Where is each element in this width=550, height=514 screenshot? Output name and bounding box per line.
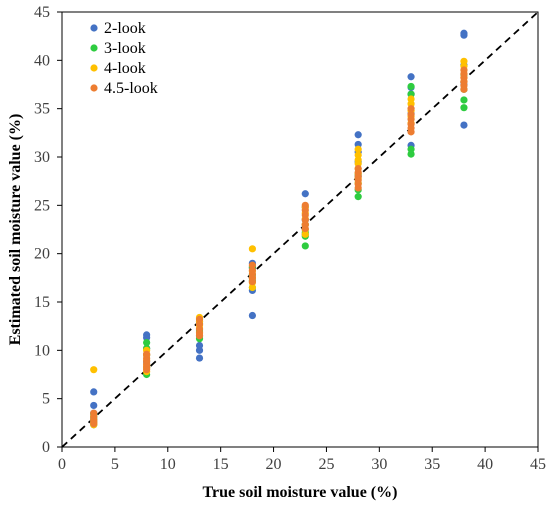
point-2-look bbox=[195, 354, 204, 362]
point-2-look bbox=[195, 346, 204, 354]
x-tick-label: 45 bbox=[530, 456, 546, 473]
point-3-look bbox=[143, 339, 151, 347]
point-4-look bbox=[248, 283, 256, 292]
y-tick-label: 10 bbox=[34, 342, 50, 359]
point-3-look bbox=[460, 104, 468, 112]
point-4-look bbox=[354, 145, 362, 153]
point-4.5-look bbox=[248, 278, 256, 286]
legend-label: 3-look bbox=[104, 40, 146, 57]
y-tick-label: 35 bbox=[34, 101, 50, 118]
y-tick-label: 30 bbox=[34, 149, 50, 166]
point-2-look bbox=[90, 401, 98, 410]
y-tick-label: 45 bbox=[34, 4, 50, 21]
legend-marker-4.5-look bbox=[90, 84, 98, 92]
y-tick-label: 20 bbox=[34, 246, 50, 263]
y-tick-label: 40 bbox=[34, 52, 50, 69]
point-2-look bbox=[301, 190, 309, 198]
point-4.5-look bbox=[143, 366, 151, 374]
point-2-look bbox=[460, 121, 468, 129]
point-4.5-look bbox=[407, 128, 415, 136]
x-tick-label: 30 bbox=[371, 456, 387, 473]
x-tick-label: 10 bbox=[160, 456, 176, 473]
y-tick-label: 5 bbox=[42, 391, 50, 408]
legend-marker-3-look bbox=[90, 44, 98, 52]
y-axis-title: Estimated soil moisture value (%) bbox=[7, 114, 24, 346]
x-tick-label: 15 bbox=[213, 456, 229, 473]
legend-marker-2-look bbox=[90, 24, 98, 32]
point-4.5-look bbox=[301, 224, 309, 233]
y-tick-label: 15 bbox=[34, 294, 50, 311]
plot-frame bbox=[61, 11, 539, 448]
legend-label: 4-look bbox=[104, 60, 146, 77]
point-2-look bbox=[407, 73, 415, 81]
point-4.5-look bbox=[195, 332, 204, 340]
x-tick-label: 0 bbox=[58, 456, 66, 473]
point-3-look bbox=[407, 145, 415, 153]
point-3-look bbox=[301, 242, 309, 250]
x-axis-title: True soil moisture value (%) bbox=[203, 484, 398, 501]
point-2-look bbox=[354, 131, 362, 139]
point-4-look bbox=[248, 245, 256, 253]
x-tick-label: 40 bbox=[477, 456, 493, 473]
point-4.5-look bbox=[90, 420, 98, 428]
y-tick-label: 25 bbox=[34, 197, 50, 214]
x-tick-label: 5 bbox=[111, 456, 119, 473]
point-3-look bbox=[354, 193, 362, 201]
point-3-look bbox=[407, 82, 415, 91]
point-3-look bbox=[460, 96, 468, 104]
point-4.5-look bbox=[460, 85, 468, 93]
x-tick-label: 20 bbox=[266, 456, 282, 473]
legend-marker-4-look bbox=[90, 64, 98, 72]
x-tick-label: 35 bbox=[424, 456, 440, 473]
point-4-look bbox=[301, 230, 309, 238]
point-4.5-look bbox=[354, 184, 362, 192]
x-tick-label: 25 bbox=[318, 456, 334, 473]
point-2-look bbox=[90, 388, 98, 396]
legend-label: 2-look bbox=[104, 20, 146, 37]
legend-label: 4.5-look bbox=[104, 80, 158, 97]
point-2-look bbox=[248, 311, 256, 320]
point-4-look bbox=[90, 366, 98, 374]
point-2-look bbox=[460, 31, 468, 39]
point-4.5-look bbox=[407, 105, 415, 113]
y-tick-label: 0 bbox=[42, 439, 50, 456]
